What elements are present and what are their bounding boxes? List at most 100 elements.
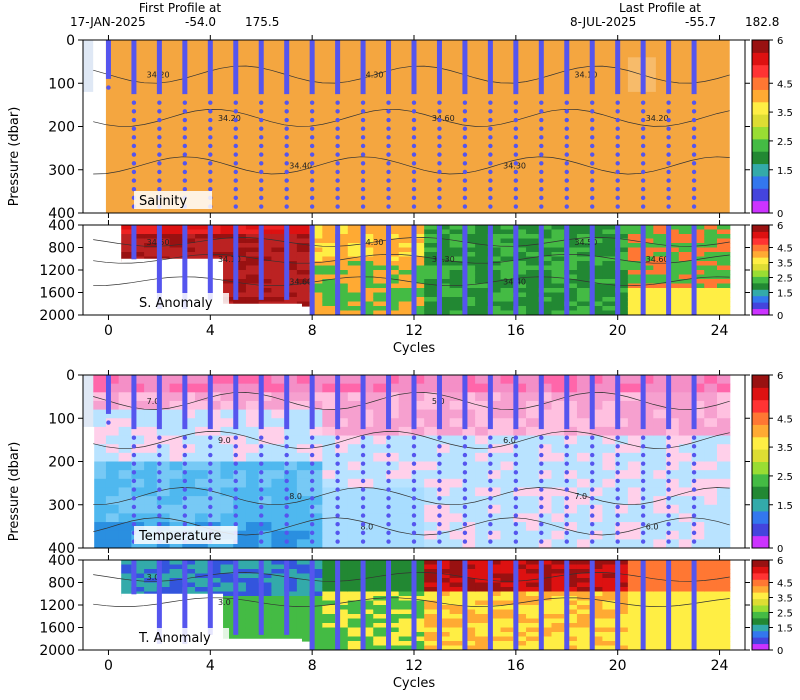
temperature-cell bbox=[462, 461, 476, 471]
profile-dot bbox=[615, 478, 620, 484]
profile-dot bbox=[513, 513, 519, 518]
anomaly-cell bbox=[500, 310, 514, 315]
profile-dot bbox=[157, 496, 162, 501]
temperature-cell bbox=[704, 418, 718, 428]
anomaly-cell bbox=[296, 605, 311, 611]
anomaly-cell bbox=[182, 582, 196, 588]
anomaly-cell bbox=[640, 261, 654, 267]
profile-dot bbox=[309, 530, 315, 536]
anomaly-cell bbox=[156, 234, 171, 240]
anomaly-cell bbox=[284, 247, 298, 253]
anomaly-cell bbox=[551, 641, 565, 647]
temperature-cell bbox=[640, 444, 654, 454]
temperature-cell bbox=[500, 487, 514, 497]
anomaly-cell bbox=[436, 582, 451, 588]
profile-dot bbox=[564, 522, 569, 527]
anomaly-cell bbox=[436, 578, 451, 584]
x-tick-label: 12 bbox=[405, 323, 423, 339]
anomaly-cell bbox=[424, 560, 438, 566]
profile-dot bbox=[259, 504, 264, 510]
profile-dot bbox=[259, 487, 264, 492]
profile-dot bbox=[640, 135, 646, 140]
profile-dot bbox=[233, 496, 238, 501]
profile-dot bbox=[182, 117, 188, 123]
profile-dot bbox=[411, 100, 417, 105]
temperature-cell bbox=[284, 513, 298, 523]
anomaly-cell bbox=[653, 618, 667, 624]
temperature-cell bbox=[284, 496, 298, 506]
anomaly-cell bbox=[118, 252, 132, 258]
anomaly-cell bbox=[347, 582, 362, 588]
anomaly-cell bbox=[296, 225, 311, 231]
anomaly-cell bbox=[245, 292, 260, 298]
temperature-cell bbox=[335, 400, 349, 411]
first-profile-date: 17-JAN-2025 bbox=[70, 15, 146, 29]
profile-dot bbox=[182, 143, 188, 149]
temperature-cell bbox=[207, 418, 222, 428]
anomaly-cell bbox=[691, 641, 705, 647]
temperature-cell bbox=[182, 392, 196, 402]
temperature-cell bbox=[500, 461, 514, 471]
x-tick-label: 24 bbox=[711, 658, 729, 674]
temperature-cell bbox=[716, 452, 731, 463]
temperature-cell bbox=[666, 444, 680, 454]
anomaly-cell bbox=[424, 578, 438, 584]
anomaly-cell bbox=[716, 297, 731, 303]
temperature-cell bbox=[704, 470, 718, 480]
anomaly-cell bbox=[704, 614, 718, 620]
profile-dot bbox=[411, 478, 417, 484]
temperature-cell bbox=[564, 513, 578, 523]
profile-dot bbox=[488, 195, 493, 201]
contour-label: 7.0 bbox=[147, 397, 160, 406]
anomaly-cell bbox=[220, 229, 234, 235]
profile-dot bbox=[615, 152, 620, 157]
profile-dot bbox=[411, 117, 417, 123]
anomaly-cell bbox=[678, 238, 693, 244]
anomaly-cell bbox=[169, 587, 183, 593]
temperature-cell bbox=[245, 400, 260, 411]
anomaly-cell bbox=[475, 600, 489, 606]
anomaly-cell bbox=[398, 301, 413, 307]
anomaly-cell bbox=[411, 279, 425, 285]
temperature-cell bbox=[105, 487, 120, 497]
profile-dot bbox=[386, 187, 391, 192]
anomaly-cell bbox=[258, 618, 273, 624]
temperature-cell bbox=[462, 444, 476, 454]
temperature-cell bbox=[233, 435, 247, 445]
anomaly-cell bbox=[156, 225, 171, 231]
temperature-cell bbox=[398, 513, 413, 523]
anomaly-cell bbox=[245, 234, 260, 240]
temperature-cell bbox=[156, 409, 171, 419]
anomaly-cell bbox=[449, 605, 463, 611]
colorbar-swatch bbox=[752, 637, 769, 645]
anomaly-cell bbox=[678, 609, 693, 615]
temperature-cell bbox=[627, 539, 642, 548]
anomaly-cell bbox=[513, 596, 527, 602]
temperature-cell bbox=[602, 435, 616, 445]
profile-dot bbox=[615, 135, 620, 140]
contour-label: 34.20 bbox=[218, 114, 241, 123]
profile-dot bbox=[590, 444, 595, 449]
anomaly-cell bbox=[373, 645, 387, 650]
temperature-cell bbox=[449, 461, 463, 471]
profile-dot bbox=[284, 513, 289, 518]
anomaly-cell bbox=[513, 234, 527, 240]
anomaly-cell bbox=[424, 225, 438, 231]
temperature-cell bbox=[182, 435, 196, 445]
profile-dot bbox=[691, 126, 697, 131]
temperature-cell bbox=[513, 530, 527, 540]
temperature-cell bbox=[500, 375, 514, 385]
temperature-cell bbox=[602, 539, 616, 548]
profile-dot bbox=[284, 195, 289, 201]
colorbar-swatch bbox=[752, 282, 769, 290]
anomaly-cell bbox=[602, 288, 616, 294]
anomaly-cell bbox=[462, 310, 476, 315]
profile-dot bbox=[615, 470, 620, 475]
temperature-cell bbox=[385, 383, 400, 393]
anomaly-cell bbox=[309, 632, 323, 638]
profile-dot bbox=[208, 143, 213, 149]
temperature-cell bbox=[576, 392, 591, 402]
anomaly-cell bbox=[385, 225, 400, 231]
anomaly-cell bbox=[475, 609, 489, 615]
temperature-cell bbox=[691, 496, 705, 506]
